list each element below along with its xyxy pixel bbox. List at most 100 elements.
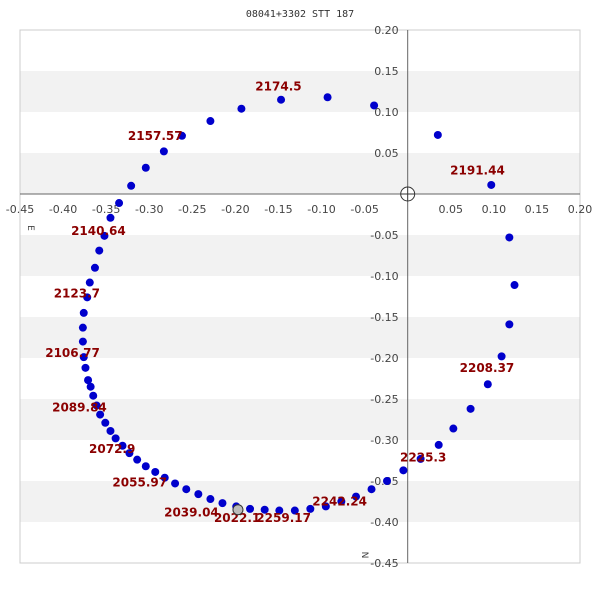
x-tick-label: -0.35	[92, 203, 120, 216]
epoch-label: 2089.84	[52, 400, 107, 414]
data-point	[78, 337, 87, 346]
data-point	[79, 353, 88, 362]
y-tick-label: 0.05	[374, 147, 399, 160]
data-point	[290, 506, 299, 515]
grid-band	[20, 481, 580, 522]
epoch-label: 2022.1	[214, 511, 260, 525]
epoch-label: 2072.9	[89, 442, 135, 456]
data-point	[206, 117, 215, 126]
epoch-label: 2174.5	[255, 80, 301, 94]
data-point	[151, 467, 160, 476]
data-point	[115, 199, 124, 208]
data-point	[89, 391, 98, 400]
data-point	[90, 263, 99, 272]
data-point	[260, 505, 269, 514]
epoch-annotations: 2174.5 2157.57 2191.44 2140.64 2123.7 2106.77…	[45, 80, 514, 525]
data-point	[83, 293, 92, 302]
data-point	[111, 434, 120, 443]
chart-title: 08041+3302 STT 187	[246, 9, 354, 20]
epoch-label: 2140.64	[71, 224, 126, 238]
y-tick-label: 0.20	[374, 24, 399, 37]
epoch-label: 2242.24	[312, 495, 367, 509]
epoch-label: 2208.37	[460, 361, 515, 375]
x-tick-label: 0.15	[525, 203, 550, 216]
x-tick-label: -0.20	[221, 203, 249, 216]
data-point	[194, 490, 203, 499]
y-tick-label: -0.15	[370, 311, 398, 324]
x-tick-label: 0.20	[568, 203, 593, 216]
data-point	[433, 130, 442, 139]
data-point	[125, 449, 134, 458]
y-tick-label: 0.15	[374, 65, 399, 78]
y-tick-label: -0.45	[370, 557, 398, 570]
y-tick-label: -0.40	[370, 516, 398, 529]
x-tick-label: -0.05	[350, 203, 378, 216]
x-tick-label: -0.45	[6, 203, 34, 216]
data-point	[177, 131, 186, 140]
data-point	[86, 382, 95, 391]
data-point	[416, 454, 425, 463]
data-point	[95, 246, 104, 255]
axes	[20, 30, 580, 563]
x-tick-label: -0.10	[307, 203, 335, 216]
data-point	[81, 363, 90, 372]
x-tick-label: -0.40	[49, 203, 77, 216]
grid-band	[20, 317, 580, 358]
grid-band	[20, 153, 580, 194]
epoch-label: 2157.57	[128, 129, 183, 143]
data-point	[466, 404, 475, 413]
data-point	[218, 499, 227, 508]
epoch-label: 2055.97	[112, 476, 167, 490]
y-tick-label: -0.20	[370, 352, 398, 365]
x-axis-label: E	[25, 225, 35, 231]
data-point	[100, 231, 109, 240]
data-point	[399, 466, 408, 475]
data-point	[160, 473, 169, 482]
data-point	[449, 424, 458, 433]
data-point	[237, 104, 246, 113]
data-point	[321, 502, 330, 511]
grid-band	[20, 71, 580, 112]
data-point	[367, 485, 376, 494]
data-point	[275, 506, 284, 515]
data-point	[159, 147, 168, 156]
x-tick-label: -0.30	[135, 203, 163, 216]
data-point	[323, 93, 332, 102]
y-tick-label: 0.10	[374, 106, 399, 119]
plot-frame	[19, 29, 581, 564]
y-axis-label: N	[359, 552, 369, 559]
data-point	[141, 163, 150, 172]
x-tick-label: 0.10	[482, 203, 507, 216]
data-point	[79, 308, 88, 317]
data-point	[85, 278, 94, 287]
data-point	[370, 101, 379, 110]
x-tick-label: -0.15	[264, 203, 292, 216]
data-point	[106, 426, 115, 435]
current-position-marker	[232, 504, 244, 516]
data-points	[78, 93, 519, 515]
data-point	[505, 233, 514, 242]
data-point	[133, 455, 142, 464]
data-point	[84, 376, 93, 385]
data-point	[141, 462, 150, 471]
x-tick-label: 0.05	[439, 203, 464, 216]
x-tick-label: -0.25	[178, 203, 206, 216]
data-point	[96, 410, 105, 419]
epoch-label: 2106.77	[45, 346, 100, 360]
data-point	[337, 497, 346, 506]
data-point	[246, 504, 255, 513]
epoch-label: 2123.7	[54, 286, 100, 300]
data-point	[383, 477, 392, 485]
data-point	[182, 485, 191, 494]
epoch-label: 2225.3	[400, 450, 446, 464]
data-point	[352, 492, 360, 501]
grid-band	[20, 235, 580, 276]
data-point	[510, 281, 519, 290]
data-point	[127, 181, 136, 190]
data-point	[434, 440, 443, 449]
y-tick-label: -0.30	[370, 434, 398, 447]
y-tick-labels: 0.20 0.15 0.10 0.05 -0.05 -0.10 -0.15 -0.20 -0.2…	[370, 24, 398, 570]
data-point	[483, 380, 492, 389]
epoch-label: 2259.17	[256, 511, 311, 525]
